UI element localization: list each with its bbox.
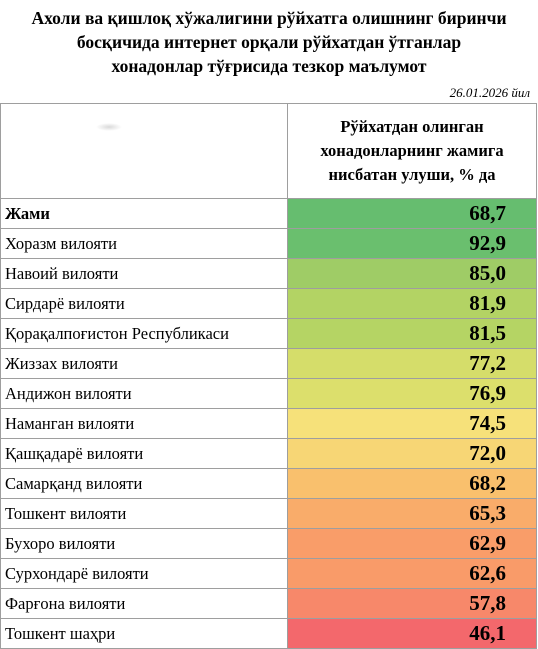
table-row: Қашқадарё вилояти 72,0 bbox=[0, 438, 537, 469]
table-header-row: Рўйхатдан олинган хонадонларнинг жамига … bbox=[0, 103, 537, 199]
region-cell: Сирдарё вилояти bbox=[0, 288, 288, 319]
share-value-cell: 68,7 bbox=[287, 198, 537, 229]
header-line-3: нисбатан улуши, % да bbox=[328, 165, 496, 184]
report-date: 26.01.2026 йил bbox=[449, 85, 530, 100]
table-row: Хоразм вилояти 92,9 bbox=[0, 228, 537, 259]
share-value-cell: 68,2 bbox=[287, 468, 537, 499]
region-cell: Наманган вилояти bbox=[0, 408, 288, 439]
table-row: Наманган вилояти 74,5 bbox=[0, 408, 537, 439]
region-cell: Сурхондарё вилояти bbox=[0, 558, 288, 589]
table-row: Тошкент вилояти 65,3 bbox=[0, 498, 537, 529]
table-row: Сурхондарё вилояти 62,6 bbox=[0, 558, 537, 589]
region-cell: Хоразм вилояти bbox=[0, 228, 288, 259]
region-cell: Жиззах вилояти bbox=[0, 348, 288, 379]
share-value-cell: 85,0 bbox=[287, 258, 537, 289]
table-row: Навоий вилояти 85,0 bbox=[0, 258, 537, 289]
table-row: Жами 68,7 bbox=[0, 198, 537, 229]
share-value-cell: 81,9 bbox=[287, 288, 537, 319]
header-blank-cell bbox=[0, 103, 288, 199]
region-cell: Фарғона вилояти bbox=[0, 588, 288, 619]
header-line-1: Рўйхатдан олинган bbox=[340, 117, 484, 136]
report-title: Ахоли ва қишлоқ хўжалигини рўйхатга олиш… bbox=[0, 0, 538, 82]
header-share-cell: Рўйхатдан олинган хонадонларнинг жамига … bbox=[287, 103, 537, 199]
region-cell: Тошкент шаҳри bbox=[0, 618, 288, 649]
share-value-cell: 62,9 bbox=[287, 528, 537, 559]
share-value-cell: 74,5 bbox=[287, 408, 537, 439]
share-value-cell: 62,6 bbox=[287, 558, 537, 589]
region-cell: Андижон вилояти bbox=[0, 378, 288, 409]
region-cell: Қорақалпоғистон Республикаси bbox=[0, 318, 288, 349]
registration-table: Рўйхатдан олинган хонадонларнинг жамига … bbox=[0, 103, 537, 649]
table-row: Самарқанд вилояти 68,2 bbox=[0, 468, 537, 499]
share-value-cell: 81,5 bbox=[287, 318, 537, 349]
region-cell: Самарқанд вилояти bbox=[0, 468, 288, 499]
share-value-cell: 77,2 bbox=[287, 348, 537, 379]
title-line-1: Ахоли ва қишлоқ хўжалигини рўйхатга олиш… bbox=[31, 8, 507, 28]
share-value-cell: 46,1 bbox=[287, 618, 537, 649]
header-line-2: хонадонларнинг жамига bbox=[320, 141, 504, 160]
region-cell: Қашқадарё вилояти bbox=[0, 438, 288, 469]
region-cell: Тошкент вилояти bbox=[0, 498, 288, 529]
title-line-2: босқичида интернет орқали рўйхатдан ўтга… bbox=[76, 32, 462, 52]
table-row: Андижон вилояти 76,9 bbox=[0, 378, 537, 409]
table-row: Тошкент шаҳри 46,1 bbox=[0, 618, 537, 649]
table-row: Бухоро вилояти 62,9 bbox=[0, 528, 537, 559]
title-line-3: хонадонлар тўғрисида тезкор маълумот bbox=[111, 56, 427, 76]
table-row: Фарғона вилояти 57,8 bbox=[0, 588, 537, 619]
region-cell: Навоий вилояти bbox=[0, 258, 288, 289]
region-cell: Бухоро вилояти bbox=[0, 528, 288, 559]
share-value-cell: 76,9 bbox=[287, 378, 537, 409]
share-value-cell: 57,8 bbox=[287, 588, 537, 619]
share-value-cell: 92,9 bbox=[287, 228, 537, 259]
share-value-cell: 72,0 bbox=[287, 438, 537, 469]
table-row: Жиззах вилояти 77,2 bbox=[0, 348, 537, 379]
region-cell: Жами bbox=[0, 198, 288, 229]
share-value-cell: 65,3 bbox=[287, 498, 537, 529]
table-row: Сирдарё вилояти 81,9 bbox=[0, 288, 537, 319]
table-row: Қорақалпоғистон Республикаси 81,5 bbox=[0, 318, 537, 349]
